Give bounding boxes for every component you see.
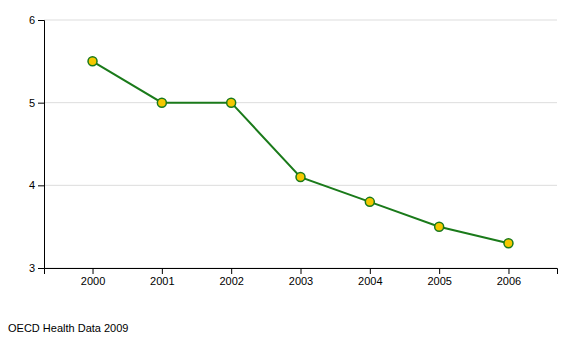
point: [435, 222, 444, 231]
series: [88, 57, 513, 248]
x-tick-label: 2000: [81, 275, 105, 287]
plot: 2000 2001 2002 2003 2004 2005 2006 3 4 5 6: [29, 14, 558, 287]
x-tick-mark: [93, 268, 94, 274]
x-tick: 2003: [289, 268, 313, 287]
x-tick-label: 2006: [497, 275, 521, 287]
grid-line: [44, 185, 557, 186]
y-tick: 5: [29, 97, 44, 109]
x-tick-mark: [508, 268, 509, 274]
y-tick-mark: [38, 20, 44, 21]
x-tick-label: 2005: [427, 275, 451, 287]
y-axis-line: [38, 21, 45, 269]
x-tick-label: 2002: [219, 275, 243, 287]
line: [93, 61, 509, 243]
y-tick: 4: [29, 179, 44, 191]
chart: 2000 2001 2002 2003 2004 2005 2006 3 4 5 6 OECD Hea…: [0, 0, 581, 348]
x-axis: 2000 2001 2002 2003 2004 2005 2006: [45, 268, 558, 287]
grid-line: [44, 20, 557, 21]
x-tick-label: 2001: [150, 275, 174, 287]
x-tick-mark: [301, 268, 302, 274]
x-tick-mark: [162, 268, 163, 274]
y-tick-label: 4: [29, 179, 35, 191]
y-tick-mark: [38, 185, 44, 186]
x-tick: 2005: [427, 268, 451, 287]
x-tick: 2004: [358, 268, 382, 287]
grid-line: [44, 102, 557, 103]
grid: [44, 20, 557, 268]
x-tick-mark: [439, 268, 440, 274]
source-note: OECD Health Data 2009: [8, 322, 128, 334]
point: [157, 98, 166, 107]
x-tick: 2002: [219, 268, 243, 287]
y-tick-mark: [38, 268, 44, 269]
x-tick-mark: [231, 268, 232, 274]
x-tick: 2000: [81, 268, 105, 287]
x-axis-line: [45, 269, 558, 275]
y-tick-label: 5: [29, 97, 35, 109]
y-tick: 6: [29, 14, 44, 26]
y-tick-label: 3: [29, 262, 35, 274]
x-tick: 2006: [497, 268, 521, 287]
point: [296, 173, 305, 182]
x-tick-label: 2003: [289, 275, 313, 287]
x-tick-mark: [370, 268, 371, 274]
y-axis: 3 4 5 6: [29, 14, 45, 274]
point: [227, 98, 236, 107]
point: [365, 197, 374, 206]
point: [88, 57, 97, 66]
point: [504, 239, 513, 248]
x-tick: 2001: [150, 268, 174, 287]
y-tick: 3: [29, 262, 44, 274]
y-tick-mark: [38, 103, 44, 104]
y-tick-label: 6: [29, 14, 35, 26]
x-tick-label: 2004: [358, 275, 382, 287]
